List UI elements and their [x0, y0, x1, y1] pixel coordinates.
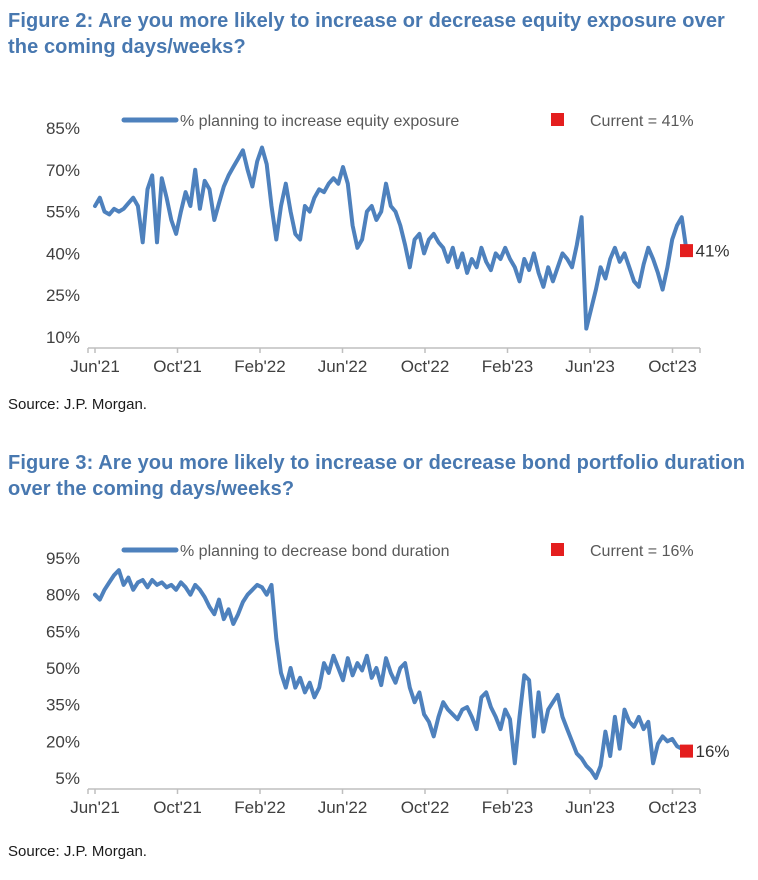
y-tick-label: 50%	[46, 659, 80, 678]
x-tick-label: Oct'23	[648, 357, 697, 376]
y-tick-label: 95%	[46, 549, 80, 568]
x-tick-label: Jun'22	[318, 798, 368, 817]
x-tick-label: Oct'21	[153, 798, 202, 817]
current-marker	[680, 244, 693, 258]
y-tick-label: 85%	[46, 119, 80, 138]
series-line	[93, 145, 689, 331]
series-legend-label: % planning to increase equity exposure	[180, 113, 459, 130]
bond-duration-plot: 95% 80% 65% 50% 35% 20% 5% Jun'21 Oct'21 Feb'22 Ju…	[46, 549, 730, 817]
current-marker-swatch	[551, 543, 564, 556]
x-tick-label: Oct'23	[648, 798, 697, 817]
x-tick-label: Feb'22	[234, 357, 285, 376]
series-line	[93, 568, 689, 780]
equity-exposure-chart: % planning to increase equity exposure C…	[46, 113, 730, 376]
y-tick-label: 35%	[46, 696, 80, 715]
series-legend-label: % planning to decrease bond duration	[180, 543, 450, 560]
equity-exposure-plot: 85% 70% 55% 40% 25% 10% Jun'21 Oct'21 Feb'22 Jun'…	[46, 119, 730, 376]
y-tick-label: 80%	[46, 586, 80, 605]
x-tick-label: Oct'22	[401, 357, 450, 376]
x-tick-label: Jun'21	[70, 798, 120, 817]
y-tick-label: 10%	[46, 328, 80, 347]
y-tick-label: 20%	[46, 732, 80, 751]
figure2-title: Figure 2: Are you more likely to increas…	[8, 10, 725, 59]
x-tick-label: Feb'23	[482, 357, 533, 376]
current-marker	[680, 744, 693, 758]
x-tick-label: Oct'22	[401, 798, 450, 817]
x-tick-label: Jun'23	[565, 798, 615, 817]
figure3-title: Figure 3: Are you more likely to increas…	[8, 452, 746, 501]
current-value-label: 41%	[696, 242, 730, 261]
current-legend-label: Current = 16%	[590, 543, 694, 560]
source-note-figure3: Source: J.P. Morgan.	[8, 843, 147, 860]
x-tick-label: Feb'23	[482, 798, 533, 817]
current-marker-swatch	[551, 113, 564, 126]
bond-duration-chart: % planning to decrease bond duration Cur…	[46, 543, 730, 817]
y-tick-label: 55%	[46, 203, 80, 222]
x-tick-label: Jun'22	[318, 357, 368, 376]
source-note-figure2: Source: J.P. Morgan.	[8, 396, 147, 413]
y-tick-label: 65%	[46, 622, 80, 641]
y-tick-label: 25%	[46, 286, 80, 305]
x-tick-label: Jun'21	[70, 357, 120, 376]
current-value-label: 16%	[696, 742, 730, 761]
x-tick-label: Oct'21	[153, 357, 202, 376]
y-tick-label: 5%	[55, 769, 80, 788]
y-tick-label: 40%	[46, 244, 80, 263]
y-tick-label: 70%	[46, 161, 80, 180]
current-legend-label: Current = 41%	[590, 113, 694, 130]
x-tick-label: Jun'23	[565, 357, 615, 376]
x-tick-label: Feb'22	[234, 798, 285, 817]
